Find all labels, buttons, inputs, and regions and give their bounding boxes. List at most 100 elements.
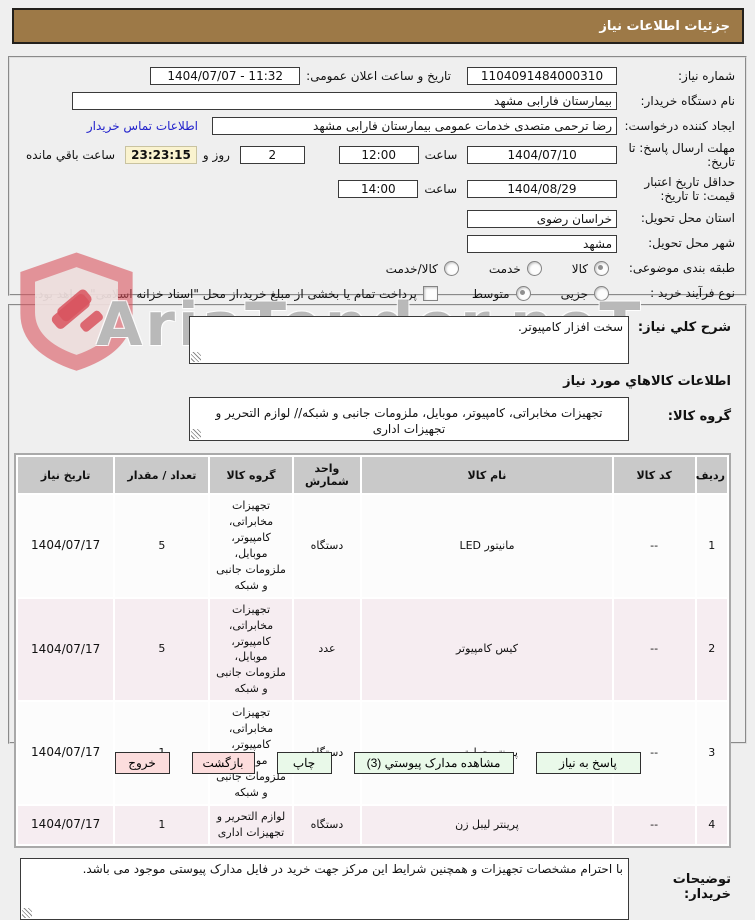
reply-deadline-date-input[interactable]: 1404/07/10 — [467, 146, 617, 165]
service-radio[interactable] — [526, 261, 542, 277]
need-summary-label: شرح کلي نیاز: — [637, 320, 731, 335]
cell-unit: دستگاه — [293, 495, 361, 597]
announce-datetime-input[interactable]: 1404/07/07 - 11:32 — [150, 67, 301, 85]
need-summary-text: سخت افزار کامپیوتر. — [517, 320, 623, 334]
buyer-org-input[interactable]: بیمارستان فارابی مشهد — [72, 92, 617, 110]
item-group-textarea[interactable]: تجهیزات مخابراتی، کامپیوتر، موبایل، ملزو… — [189, 397, 629, 441]
row-need-number: شماره نیاز: 1104091484000310 تاریخ و ساع… — [20, 66, 735, 86]
back-button[interactable]: بازگشت — [191, 752, 255, 774]
delivery-city-label: شهر محل تحویل: — [648, 236, 735, 251]
cell-need-date: 1404/07/17 — [18, 598, 114, 701]
announce-datetime-label: تاریخ و ساعت اعلان عمومی: — [306, 69, 451, 83]
table-header-row: ردیف کد کالا نام کالا واحد شمارش گروه کا… — [18, 457, 727, 493]
time-left-label: ساعت باقي مانده — [26, 148, 116, 163]
buyer-notes-text: با احترام مشخصات تجهیزات و همچنین شرایط … — [82, 861, 623, 876]
price-validity-hour-label: ساعت — [424, 182, 457, 197]
reply-deadline-hour-label: ساعت — [424, 148, 458, 163]
treasury-checkbox[interactable] — [422, 286, 438, 302]
cell-unit: دستگاه — [293, 805, 361, 844]
cell-need-date: 1404/07/17 — [18, 702, 114, 804]
exit-button[interactable]: خروج — [114, 752, 170, 774]
cell-item-group: لوازم التحریر و تجهیزات اداری — [210, 805, 292, 844]
table-row[interactable]: 2 -- کیس کامپیوتر عدد تجهیزات مخابراتی، … — [18, 598, 727, 701]
row-price-validity: حداقل تاریخ اعتبار قیمت: تا تاریخ: 1404/… — [20, 175, 735, 204]
row-purchase-process: نوع فرآیند خرید : جزیی متوسط پرداخت تمام… — [20, 284, 735, 304]
option-medium: متوسط — [471, 286, 531, 302]
table-row[interactable]: 4 -- پرینتر لیبل زن دستگاه لوازم التحریر… — [18, 805, 727, 844]
delivery-province-input[interactable]: خراسان رضوی — [467, 209, 617, 228]
page-title-bar: جزئیات اطلاعات نیاز — [12, 8, 744, 44]
price-validity-time-input[interactable]: 14:00 — [338, 180, 419, 199]
need-summary-textarea[interactable]: سخت افزار کامپیوتر. — [189, 316, 629, 364]
goods-radio[interactable] — [594, 261, 609, 277]
cell-item-name: پرینتر لیبل زن — [362, 805, 612, 844]
buyer-org-label: نام دستگاه خریدار: — [640, 93, 736, 108]
cell-quantity: 5 — [115, 598, 209, 701]
items-section-title: اطلاعات کالاهاي مورد نیاز — [563, 374, 731, 389]
treasury-option: پرداخت تمام یا بخشی از مبلغ خرید،از محل … — [34, 286, 438, 302]
items-panel: شرح کلي نیاز: سخت افزار کامپیوتر. اطلاعا… — [8, 304, 747, 920]
col-need-date: تاریخ نیاز — [18, 457, 114, 493]
cell-item-name: کیس کامپیوتر — [362, 598, 612, 701]
time-left-countdown: 23:23:15 — [125, 146, 197, 165]
minor-radio-label: جزیی — [560, 286, 588, 301]
buyer-notes-textarea[interactable]: با احترام مشخصات تجهیزات و همچنین شرایط … — [20, 857, 629, 920]
option-service: خدمت — [488, 261, 542, 277]
row-request-creator: ایجاد کننده درخواست: رضا ترحمی متصدی خدم… — [20, 116, 735, 136]
table-row[interactable]: 1 -- مانیتور LED دستگاه تجهیزات مخابراتی… — [18, 495, 727, 597]
request-creator-label: ایجاد کننده درخواست: — [624, 118, 735, 133]
print-button[interactable]: چاپ — [276, 752, 332, 774]
items-table: ردیف کد کالا نام کالا واحد شمارش گروه کا… — [16, 455, 729, 846]
page-title: جزئیات اطلاعات نیاز — [599, 18, 730, 34]
reply-deadline-time-input[interactable]: 12:00 — [338, 146, 419, 165]
request-creator-input[interactable]: رضا ترحمی متصدی خدمات عمومی بیمارستان فا… — [212, 117, 617, 135]
option-minor: جزیی — [560, 286, 609, 302]
row-buyer-org: نام دستگاه خریدار: بیمارستان فارابی مشهد — [20, 91, 735, 111]
items-table-container: ردیف کد کالا نام کالا واحد شمارش گروه کا… — [14, 453, 731, 848]
cell-item-group: تجهیزات مخابراتی، کامپیوتر، موبایل، ملزو… — [210, 598, 292, 701]
option-goods-service: کالا/خدمت — [386, 261, 459, 277]
medium-radio[interactable] — [515, 286, 531, 302]
row-subject-classification: طبقه بندی موضوعی: کالا خدمت کالا/خدمت — [20, 259, 735, 279]
item-group-text: تجهیزات مخابراتی، کامپیوتر، موبایل، ملزو… — [215, 406, 603, 436]
cell-need-date: 1404/07/17 — [18, 495, 114, 597]
resize-handle[interactable] — [191, 429, 201, 439]
delivery-city-input[interactable]: مشهد — [467, 234, 617, 253]
col-item-group: گروه کالا — [210, 457, 292, 493]
resize-handle[interactable] — [22, 907, 32, 918]
purchase-process-label: نوع فرآیند خرید : — [650, 286, 735, 301]
buyer-contact-link[interactable]: اطلاعات تماس خریدار — [86, 119, 198, 133]
cell-quantity: 1 — [115, 805, 209, 844]
item-group-label: گروه کالا: — [667, 409, 731, 424]
footer-button-row: پاسخ به نیاز مشاهده مدارک پیوستي (3) چاپ… — [0, 752, 755, 774]
view-attachments-button[interactable]: مشاهده مدارک پیوستي (3) — [353, 752, 514, 774]
cell-quantity: 5 — [115, 495, 209, 597]
col-quantity: تعداد / مقدار — [115, 457, 209, 493]
price-validity-label: حداقل تاریخ اعتبار قیمت: تا تاریخ: — [644, 174, 735, 204]
price-validity-date-input[interactable]: 1404/08/29 — [467, 180, 617, 199]
col-item-code: کد کالا — [613, 457, 695, 493]
cell-item-name: مانیتور LED — [362, 495, 612, 597]
need-number-input[interactable]: 1104091484000310 — [467, 67, 617, 85]
days-left-input[interactable]: 2 — [239, 146, 305, 165]
medium-radio-label: متوسط — [471, 286, 510, 301]
treasury-note: پرداخت تمام یا بخشی از مبلغ خرید،از محل … — [34, 286, 417, 301]
page: { "title_bar": { "title": "جزئیات اطلاعا… — [0, 8, 755, 920]
row-need-summary: شرح کلي نیاز: سخت افزار کامپیوتر. — [10, 316, 745, 364]
row-delivery-province: استان محل تحویل: خراسان رضوی — [20, 209, 735, 229]
service-radio-label: خدمت — [488, 261, 521, 276]
row-reply-deadline: مهلت ارسال پاسخ: تا تاریخ: 1404/07/10 سا… — [20, 141, 735, 170]
goods-radio-label: کالا — [571, 261, 588, 276]
goods-service-radio[interactable] — [443, 261, 459, 277]
minor-radio[interactable] — [594, 286, 609, 302]
row-buyer-notes: توضیحات خریدار: با احترام مشخصات تجهیزات… — [10, 857, 745, 920]
cell-row-no: 3 — [696, 702, 727, 804]
resize-handle[interactable] — [191, 352, 201, 362]
cell-row-no: 1 — [696, 495, 727, 597]
reply-to-need-button[interactable]: پاسخ به نیاز — [535, 752, 641, 774]
cell-unit: عدد — [293, 598, 361, 701]
reply-deadline-label: مهلت ارسال پاسخ: تا تاریخ: — [628, 141, 735, 170]
cell-item-code: -- — [613, 805, 695, 844]
need-number-label: شماره نیاز: — [678, 68, 735, 83]
buyer-notes-label: توضیحات خریدار: — [672, 871, 731, 903]
